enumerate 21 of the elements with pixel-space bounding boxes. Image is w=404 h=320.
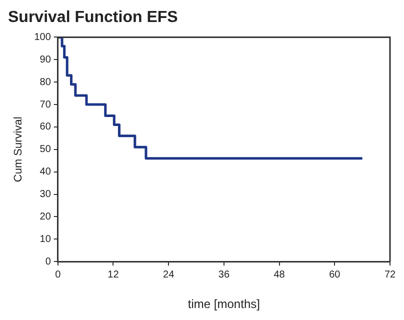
y-tick-label: 0 [45, 256, 52, 268]
y-tick-label: 100 [34, 32, 52, 43]
y-tick-label: 80 [40, 76, 52, 88]
y-tick-label: 70 [40, 99, 52, 110]
y-axis-title: Cum Survival [12, 116, 25, 182]
y-tick-label: 30 [40, 189, 52, 200]
y-tick-label: 50 [40, 144, 52, 156]
x-tick-label: 12 [108, 269, 120, 280]
x-tick-label: 60 [329, 269, 341, 280]
x-tick-label: 48 [274, 269, 286, 280]
x-axis-title: time [months] [188, 297, 260, 312]
x-tick-label: 36 [218, 269, 230, 280]
x-tick-label: 24 [163, 269, 175, 280]
x-tick-label: 0 [55, 269, 62, 280]
y-tick-label: 90 [40, 54, 52, 66]
x-tick-label: 72 [384, 269, 396, 280]
y-tick-label: 10 [40, 234, 52, 245]
y-tick-label: 40 [40, 166, 52, 178]
y-tick-label: 60 [40, 122, 52, 133]
chart-title: Survival Function EFS [8, 9, 178, 26]
y-tick-label: 20 [40, 211, 52, 222]
